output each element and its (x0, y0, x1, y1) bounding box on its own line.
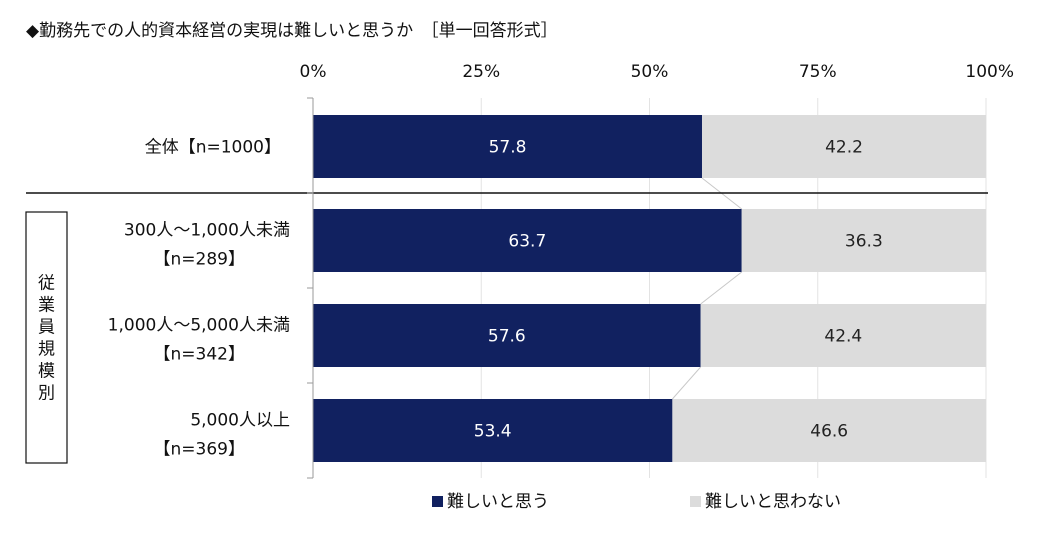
category-labels: 全体【n=1000】 300人～1,000人未満【n=289】 1,000人～5,0… (108, 138, 290, 460)
bar-series-2 (701, 115, 986, 178)
bar-series-2 (700, 304, 986, 367)
x-tick-label: 75% (799, 62, 837, 82)
x-tick-label: 100% (965, 62, 1014, 82)
data-label-series-2: 42.2 (825, 138, 863, 158)
legend-label: 難しいと思わない (705, 492, 841, 512)
data-label-series-2: 36.3 (845, 232, 883, 252)
bar-series-1 (313, 115, 702, 178)
data-label-series-1: 53.4 (474, 422, 512, 442)
bar-series-1 (313, 399, 673, 462)
group-label-box (25, 211, 68, 464)
x-tick-label: 25% (462, 62, 500, 82)
group-label-char: 模 (38, 362, 55, 382)
category-label-sample-size: 【n=369】 (154, 440, 245, 460)
data-label-series-1: 57.6 (488, 327, 526, 347)
data-label-series-1: 57.8 (489, 138, 527, 158)
bar-series-2 (741, 209, 986, 272)
category-label: 300人～1,000人未満 (124, 221, 290, 241)
bar-data-labels: 57.8 42.2 63.7 36.3 57.6 42.4 53.4 46.6 (474, 138, 883, 442)
bar-series-1 (313, 209, 742, 272)
bar-series-2 (672, 399, 986, 462)
group-label-char: 規 (38, 340, 55, 360)
category-label-sample-size: 【n=342】 (154, 345, 245, 365)
legend-swatch (690, 496, 701, 507)
legend: 難しいと思う 難しいと思わない (432, 492, 841, 512)
group-label-char: 従 (38, 274, 55, 294)
category-label: 1,000人～5,000人未満 (108, 316, 290, 336)
category-label-sample-size: 【n=289】 (154, 250, 245, 270)
series-connector (700, 271, 743, 305)
data-label-series-1: 63.7 (508, 232, 546, 252)
chart-title: ◆勤務先での人的資本経営の実現は難しいと思うか ［単一回答形式］ (26, 21, 558, 41)
group-label-char: 別 (38, 384, 55, 404)
x-axis-ticks: 0% 25% 50% 75% 100% (300, 62, 1014, 82)
group-label-char: 業 (38, 296, 55, 316)
y-axis-tick-marks (307, 97, 313, 479)
category-label: 全体【n=1000】 (145, 138, 281, 158)
legend-label: 難しいと思う (447, 492, 549, 512)
category-label: 5,000人以上 (190, 411, 290, 431)
x-tick-label: 50% (631, 62, 669, 82)
bars (313, 115, 986, 462)
x-tick-label: 0% (300, 62, 327, 82)
legend-swatch (432, 496, 443, 507)
data-label-series-2: 42.4 (824, 327, 862, 347)
bar-series-1 (313, 304, 701, 367)
series-connector (672, 366, 702, 400)
group-label-char: 員 (38, 318, 55, 338)
data-label-series-2: 46.6 (810, 422, 848, 442)
